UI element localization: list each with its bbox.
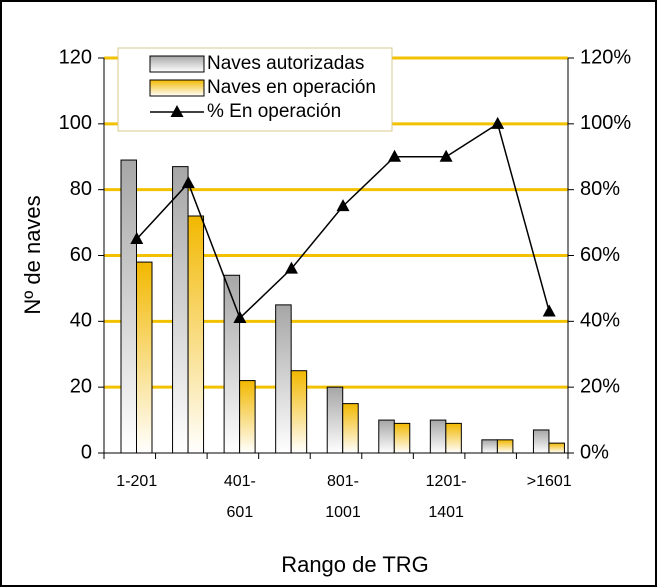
bar: [291, 371, 307, 453]
bar: [240, 381, 256, 453]
legend-label: % En operación: [207, 101, 341, 122]
bar: [327, 387, 343, 453]
x-tick-label: >1601: [509, 466, 589, 497]
y-tick-label: 40: [70, 310, 92, 332]
legend-label: Naves autorizadas: [207, 53, 364, 74]
bar: [379, 420, 395, 453]
x-tick-label: 401- 601: [200, 466, 280, 528]
y-tick-label: 100: [59, 112, 92, 134]
y-tick-label: 60: [70, 244, 92, 266]
bar: [173, 167, 189, 453]
bar: [224, 275, 240, 453]
y-tick-label: 120: [59, 46, 92, 68]
bar: [482, 440, 498, 453]
bar: [549, 443, 565, 453]
bar: [394, 423, 410, 453]
legend-label: Naves en operación: [207, 77, 376, 98]
bar: [137, 262, 153, 453]
x-tick-label: 801- 1001: [303, 466, 383, 528]
y2-tick-label: 40%: [580, 310, 620, 332]
y2-tick-label: 0%: [580, 441, 609, 463]
x-axis-title: Rango de TRG: [281, 552, 429, 577]
marker: [440, 150, 453, 162]
y2-tick-label: 20%: [580, 375, 620, 397]
y-tick-label: 80: [70, 178, 92, 200]
legend-swatch: [150, 80, 204, 96]
page: Rango de TRG Nº de naves 0 20 40 60 80 100 120…: [0, 0, 657, 587]
y2-tick-label: 80%: [580, 178, 620, 200]
bar: [533, 430, 549, 453]
y-tick-label: 0: [81, 441, 92, 463]
legend: Naves autorizadas Naves en operación % En …: [118, 48, 392, 131]
marker: [543, 304, 556, 316]
bar: [188, 216, 204, 453]
y2-tick-label: 100%: [580, 112, 631, 134]
x-tick-label: 1-201: [97, 466, 177, 497]
y-axis-title: Nº de naves: [20, 195, 45, 314]
y-tick-label: 20: [70, 375, 92, 397]
bar: [121, 160, 137, 453]
bar: [497, 440, 513, 453]
legend-swatch: [150, 56, 204, 72]
x-tick-label: 1201- 1401: [406, 466, 486, 528]
marker: [388, 150, 401, 162]
y2-tick-label: 60%: [580, 244, 620, 266]
bar: [343, 404, 359, 453]
bar: [446, 423, 462, 453]
y2-tick-label: 120%: [580, 46, 631, 68]
bar: [276, 305, 292, 453]
bar: [430, 420, 446, 453]
